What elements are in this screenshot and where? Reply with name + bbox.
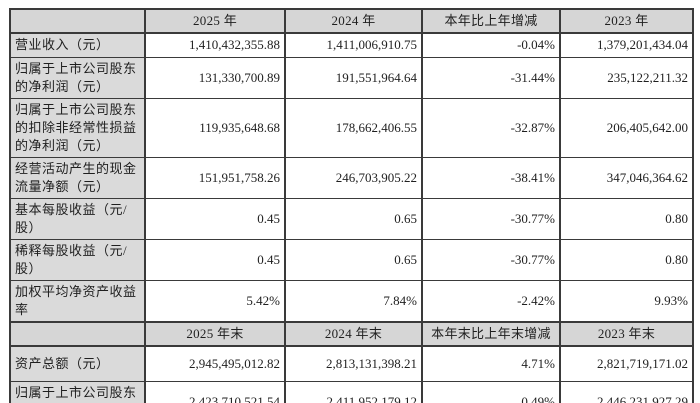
value-2024-cell: 0.65 bbox=[284, 197, 423, 240]
value-2024-cell: 0.65 bbox=[284, 238, 423, 281]
value-2024-cell: 246,703,905.22 bbox=[284, 156, 423, 199]
value-2025-cell: 119,935,648.68 bbox=[144, 97, 286, 158]
value-2025-cell: 5.42% bbox=[144, 279, 286, 322]
table-row-operating-cash-flow: 经营活动产生的现金流量净额（元） 151,951,758.26 246,703,… bbox=[9, 156, 694, 199]
blank-header-cell bbox=[9, 8, 146, 34]
value-2024-cell: 191,551,964.64 bbox=[284, 56, 423, 99]
row-label-cell: 稀释每股收益（元/股） bbox=[9, 238, 146, 281]
row-label-cell: 经营活动产生的现金流量净额（元） bbox=[9, 156, 146, 199]
col-header-2023-end: 2023 年末 bbox=[559, 320, 694, 347]
change-cell: -30.77% bbox=[421, 197, 561, 240]
change-cell: 0.49% bbox=[421, 381, 561, 403]
col-header-2025: 2025 年 bbox=[144, 8, 286, 34]
row-label-cell: 归属于上市公司股东的净利润（元） bbox=[9, 56, 146, 99]
col-header-yoy-change: 本年比上年增减 bbox=[421, 8, 561, 34]
col-header-2025-end: 2025 年末 bbox=[144, 320, 286, 347]
value-2023-cell: 9.93% bbox=[559, 279, 694, 322]
value-2023-cell: 2,446,231,927.29 bbox=[559, 381, 694, 403]
value-2025-cell: 151,951,758.26 bbox=[144, 156, 286, 199]
annual-header-row: 2025 年 2024 年 本年比上年增减 2023 年 bbox=[9, 8, 694, 34]
table-row-net-assets: 归属于上市公司股东的净资产（元） 2,423,710,521.54 2,411,… bbox=[9, 381, 694, 403]
change-cell: -38.41% bbox=[421, 156, 561, 199]
value-2024-cell: 1,411,006,910.75 bbox=[284, 32, 423, 58]
value-2025-cell: 131,330,700.89 bbox=[144, 56, 286, 99]
change-cell: -30.77% bbox=[421, 238, 561, 281]
table-row-total-assets: 资产总额（元） 2,945,495,012.82 2,813,131,398.2… bbox=[9, 345, 694, 382]
col-header-yoy-end-change: 本年末比上年末增减 bbox=[421, 320, 561, 347]
change-cell: -2.42% bbox=[421, 279, 561, 322]
year-end-header-row: 2025 年末 2024 年末 本年末比上年末增减 2023 年末 bbox=[9, 320, 694, 347]
value-2023-cell: 235,122,211.32 bbox=[559, 56, 694, 99]
row-label-cell: 加权平均净资产收益率 bbox=[9, 279, 146, 322]
change-cell: 4.71% bbox=[421, 345, 561, 382]
table-row-net-profit: 归属于上市公司股东的净利润（元） 131,330,700.89 191,551,… bbox=[9, 56, 694, 99]
value-2023-cell: 0.80 bbox=[559, 197, 694, 240]
value-2025-cell: 1,410,432,355.88 bbox=[144, 32, 286, 58]
value-2025-cell: 0.45 bbox=[144, 238, 286, 281]
value-2025-cell: 2,945,495,012.82 bbox=[144, 345, 286, 382]
change-cell: -32.87% bbox=[421, 97, 561, 158]
table-row-weighted-avg-roe: 加权平均净资产收益率 5.42% 7.84% -2.42% 9.93% bbox=[9, 279, 694, 322]
change-cell: -31.44% bbox=[421, 56, 561, 99]
row-label-cell: 归属于上市公司股东的净资产（元） bbox=[9, 381, 146, 403]
value-2025-cell: 2,423,710,521.54 bbox=[144, 381, 286, 403]
value-2024-cell: 7.84% bbox=[284, 279, 423, 322]
value-2024-cell: 2,411,952,179.12 bbox=[284, 381, 423, 403]
value-2023-cell: 0.80 bbox=[559, 238, 694, 281]
col-header-2023: 2023 年 bbox=[559, 8, 694, 34]
row-label-cell: 营业收入（元） bbox=[9, 32, 146, 58]
row-label-cell: 基本每股收益（元/股） bbox=[9, 197, 146, 240]
value-2025-cell: 0.45 bbox=[144, 197, 286, 240]
col-header-2024: 2024 年 bbox=[284, 8, 423, 34]
table-row-basic-eps: 基本每股收益（元/股） 0.45 0.65 -30.77% 0.80 bbox=[9, 197, 694, 240]
key-financials-table: 2025 年 2024 年 本年比上年增减 2023 年 营业收入（元） 1,4… bbox=[9, 8, 694, 403]
table-row-diluted-eps: 稀释每股收益（元/股） 0.45 0.65 -30.77% 0.80 bbox=[9, 238, 694, 281]
table-row-net-profit-excl-nonrecurring: 归属于上市公司股东的扣除非经常性损益的净利润（元） 119,935,648.68… bbox=[9, 97, 694, 158]
change-cell: -0.04% bbox=[421, 32, 561, 58]
value-2023-cell: 2,821,719,171.02 bbox=[559, 345, 694, 382]
value-2024-cell: 2,813,131,398.21 bbox=[284, 345, 423, 382]
value-2023-cell: 206,405,642.00 bbox=[559, 97, 694, 158]
value-2024-cell: 178,662,406.55 bbox=[284, 97, 423, 158]
row-label-cell: 归属于上市公司股东的扣除非经常性损益的净利润（元） bbox=[9, 97, 146, 158]
table-row-revenue: 营业收入（元） 1,410,432,355.88 1,411,006,910.7… bbox=[9, 32, 694, 58]
value-2023-cell: 1,379,201,434.04 bbox=[559, 32, 694, 58]
col-header-2024-end: 2024 年末 bbox=[284, 320, 423, 347]
value-2023-cell: 347,046,364.62 bbox=[559, 156, 694, 199]
blank-header-cell bbox=[9, 320, 146, 347]
row-label-cell: 资产总额（元） bbox=[9, 345, 146, 382]
